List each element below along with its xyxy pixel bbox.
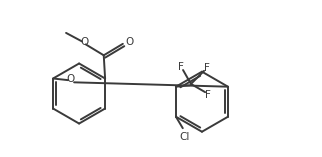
Text: F: F [204,63,209,73]
Text: Cl: Cl [179,132,189,142]
Text: F: F [178,62,184,72]
Text: O: O [67,74,75,84]
Text: O: O [80,37,89,47]
Text: O: O [125,38,133,47]
Text: F: F [205,90,211,100]
